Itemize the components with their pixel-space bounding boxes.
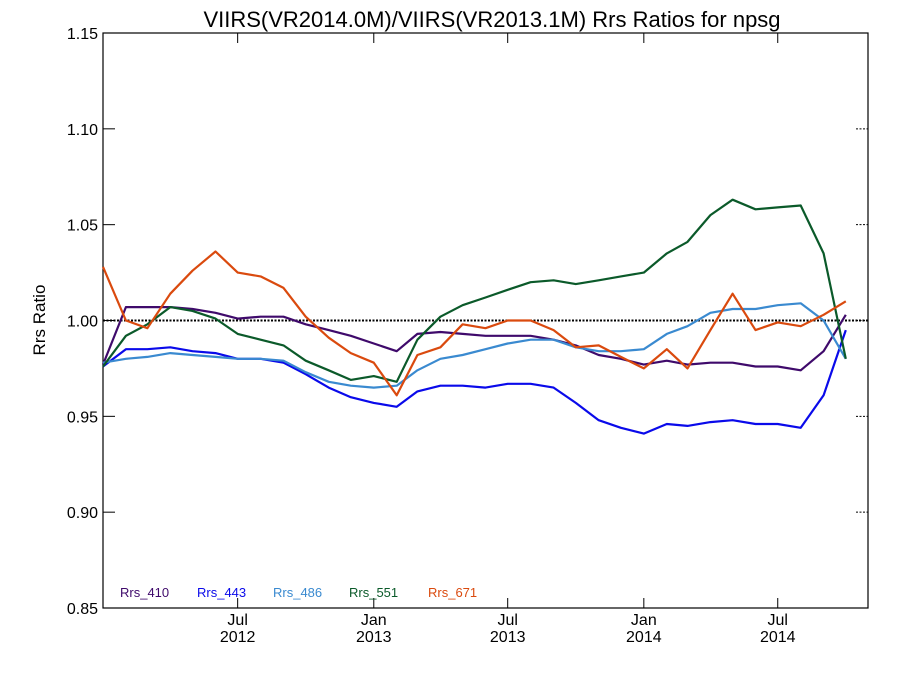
series-line-rrs-486 bbox=[102, 302, 847, 389]
x-tick-month: Jan bbox=[631, 612, 657, 629]
y-tick-label: 1.10 bbox=[67, 122, 98, 139]
series-lines bbox=[101, 198, 847, 435]
legend: Rrs_410 Rrs_443 Rrs_486 Rrs_551 Rrs_671 bbox=[120, 585, 477, 600]
y-axis-ticks: 0.85 0.90 0.95 1.00 1.05 1.10 1.15 bbox=[67, 26, 868, 618]
y-tick-label: 0.95 bbox=[67, 409, 98, 426]
legend-entry-rrs-671: Rrs_671 bbox=[428, 585, 477, 600]
x-tick-year: 2013 bbox=[490, 629, 526, 646]
x-tick-month: Jul bbox=[227, 612, 247, 629]
x-tick-year: 2013 bbox=[356, 629, 392, 646]
y-tick-label: 1.05 bbox=[67, 218, 98, 235]
legend-entry-rrs-443: Rrs_443 bbox=[197, 585, 246, 600]
y-tick-label: 1.00 bbox=[67, 314, 98, 331]
series-line-rrs-443 bbox=[102, 329, 847, 435]
x-tick-year: 2014 bbox=[760, 629, 796, 646]
x-tick-month: Jan bbox=[361, 612, 387, 629]
legend-entry-rrs-410: Rrs_410 bbox=[120, 585, 169, 600]
x-tick-month: Jul bbox=[768, 612, 788, 629]
y-tick-label: 0.85 bbox=[67, 601, 98, 618]
x-tick-year: 2012 bbox=[220, 629, 256, 646]
series-line-rrs-410 bbox=[101, 306, 847, 372]
series-line-rrs-551 bbox=[102, 198, 847, 383]
legend-entry-rrs-551: Rrs_551 bbox=[349, 585, 398, 600]
x-tick-month: Jul bbox=[497, 612, 517, 629]
series-line-rrs-671 bbox=[101, 250, 847, 397]
chart-title: VIIRS(VR2014.0M)/VIIRS(VR2013.1M) Rrs Ra… bbox=[203, 7, 780, 32]
y-tick-label: 0.90 bbox=[67, 505, 98, 522]
y-axis-label: Rrs Ratio bbox=[30, 285, 49, 356]
legend-entry-rrs-486: Rrs_486 bbox=[273, 585, 322, 600]
x-tick-year: 2014 bbox=[626, 629, 662, 646]
y-tick-label: 1.15 bbox=[67, 26, 98, 43]
